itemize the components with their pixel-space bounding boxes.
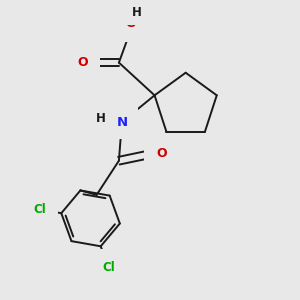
Text: H: H [96,112,106,125]
Text: O: O [156,147,167,160]
Text: N: N [116,116,128,129]
Text: Cl: Cl [33,203,46,216]
Text: O: O [125,17,136,30]
Text: H: H [132,6,142,19]
Text: O: O [77,56,88,69]
Text: Cl: Cl [102,261,115,274]
